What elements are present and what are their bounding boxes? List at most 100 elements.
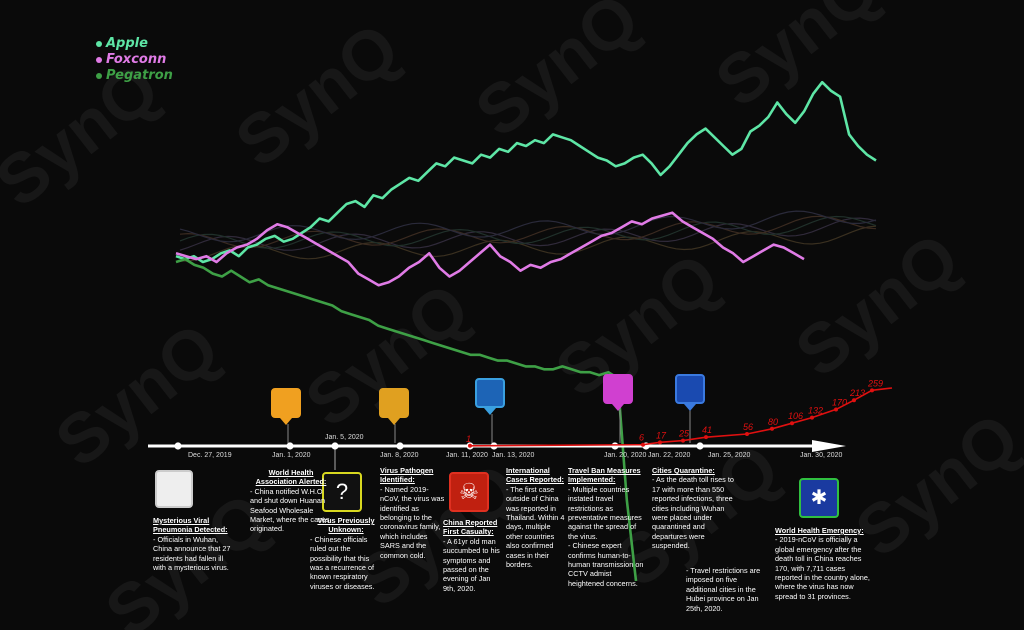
- death-toll-point: [658, 440, 662, 445]
- background-series-line: [179, 225, 877, 262]
- event-title: Travel Ban Measures Implemented:: [568, 466, 641, 485]
- event-pathogen-identified: Virus Pathogen Identified: - Named 2019-…: [380, 466, 446, 560]
- death-toll-label: 6: [639, 433, 644, 443]
- death-toll-point: [790, 421, 794, 426]
- event-international-cases: International Cases Reported: - The firs…: [506, 466, 566, 569]
- event-world-emergency: World Health Emergency: - 2019-nCoV is o…: [775, 526, 873, 601]
- quarantine-icon: [675, 374, 705, 411]
- event-travel-restrictions-extra: - Travel restrictions are imposed on fiv…: [686, 566, 770, 613]
- death-toll-label: 41: [702, 425, 712, 435]
- death-toll-point: [468, 443, 472, 448]
- event-body: - China notified W.H.O and shut down Hua…: [250, 486, 330, 534]
- background-series-line: [179, 215, 877, 249]
- virus-icon: [379, 388, 409, 425]
- event-title: China Reported First Casualty:: [443, 518, 498, 537]
- timeline-tick: [331, 442, 339, 450]
- legend-item-foxconn: Foxconn: [96, 52, 173, 68]
- timeline-date: Jan. 20, 2020: [604, 452, 647, 459]
- event-who-alerted: World Health Association Alerted: - Chin…: [250, 468, 332, 534]
- death-toll-label: 25: [678, 429, 690, 439]
- market-icon: [271, 388, 301, 425]
- event-title: Virus Pathogen Identified:: [380, 466, 434, 485]
- event-body: - Officials in Wuhan, China announce tha…: [153, 534, 231, 573]
- timeline-date: Jan. 25, 2020: [708, 452, 751, 459]
- death-toll-label: 213: [849, 388, 865, 398]
- watermark: SynQ: [221, 8, 413, 182]
- legend-swatch: [96, 57, 102, 63]
- event-title: World Health Association Alerted:: [255, 468, 327, 487]
- death-toll-point: [852, 398, 856, 403]
- legend-swatch: [96, 73, 102, 79]
- death-toll-point: [641, 442, 645, 447]
- travel-ban-icon: [603, 374, 633, 411]
- event-body: - Multiple countries instated travel res…: [568, 484, 644, 588]
- timeline-tick: [286, 442, 294, 450]
- death-toll-point: [834, 407, 838, 412]
- skull-icon: ☠: [449, 472, 489, 512]
- person-icon: [155, 470, 193, 508]
- event-travel-ban: Travel Ban Measures Implemented: - Multi…: [568, 466, 644, 588]
- timeline-date: Jan. 1, 2020: [272, 452, 311, 459]
- timeline-date: Jan. 13, 2020: [492, 452, 535, 459]
- watermark: SynQ: [461, 0, 653, 152]
- timeline-date: Jan. 22, 2020: [648, 452, 691, 459]
- death-toll-point: [810, 415, 814, 420]
- series-line-apple: [175, 80, 877, 264]
- event-title: International Cases Reported:: [506, 466, 564, 485]
- timeline-tick: [696, 442, 704, 450]
- watermark: SynQ: [701, 0, 893, 122]
- death-toll-point: [681, 438, 685, 443]
- legend-label: Foxconn: [106, 52, 167, 67]
- death-toll-point: [770, 426, 774, 431]
- timeline-date: Jan. 30, 2020: [800, 452, 843, 459]
- question-icon: ?: [322, 472, 362, 512]
- legend-swatch: [96, 41, 102, 47]
- timeline-date: Dec. 27, 2019: [188, 452, 232, 459]
- death-toll-label: 259: [867, 378, 883, 388]
- event-title: Virus Previously Unknown:: [317, 516, 375, 535]
- event-body: - Named 2019-nCoV, the virus was identif…: [380, 484, 445, 560]
- death-toll-label: 56: [743, 422, 753, 432]
- event-body: - As the death toll rises to 17 with mor…: [652, 475, 734, 551]
- background-series-line: [179, 215, 877, 249]
- globe-icon: [475, 378, 505, 415]
- chart-legend: Apple Foxconn Pegatron: [96, 36, 173, 84]
- timeline-tick: [611, 442, 619, 450]
- death-toll-point: [870, 388, 874, 393]
- death-toll-point: [745, 431, 749, 436]
- series-line-foxconn: [175, 211, 805, 287]
- event-body: - Travel restrictions are imposed on fiv…: [686, 566, 761, 613]
- event-title: Cities Quarantine:: [652, 466, 715, 475]
- event-virus-unknown: Virus Previously Unknown: - Chinese offi…: [310, 516, 382, 591]
- timeline-date: Jan. 5, 2020: [325, 434, 364, 441]
- death-toll-label: 132: [808, 406, 823, 416]
- death-toll-label: 106: [788, 411, 803, 421]
- timeline-tick: [396, 442, 404, 450]
- legend-label: Pegatron: [106, 68, 173, 83]
- timeline-tick: [816, 442, 824, 450]
- timeline-tick: [174, 442, 182, 450]
- death-toll-label: 80: [768, 417, 778, 427]
- medical-icon: ✱: [799, 478, 839, 518]
- event-body: - Chinese officials ruled out the possib…: [310, 534, 375, 591]
- event-cities-quarantine: Cities Quarantine: - As the death toll r…: [652, 466, 738, 551]
- timeline-date: Jan. 8, 2020: [380, 452, 419, 459]
- event-body: - A 61yr old man succumbed to his sympto…: [443, 536, 500, 593]
- event-first-casualty: China Reported First Casualty: - A 61yr …: [443, 518, 501, 593]
- event-body: - 2019-nCoV is officially a global emerg…: [775, 535, 870, 601]
- legend-item-pegatron: Pegatron: [96, 68, 173, 84]
- death-toll-label: 1: [466, 434, 471, 444]
- death-toll-label: 17: [656, 430, 667, 440]
- series-line-pegatron: [175, 257, 638, 582]
- event-title: Mysterious Viral Pneumonia Detected:: [153, 516, 228, 535]
- death-toll-point: [704, 435, 708, 440]
- death-toll-label: 170: [832, 397, 847, 407]
- background-series-line: [179, 210, 877, 243]
- event-viral-pneumonia: Mysterious Viral Pneumonia Detected: - O…: [153, 516, 235, 572]
- legend-label: Apple: [106, 36, 148, 51]
- event-title: World Health Emergency:: [775, 526, 864, 535]
- event-body: - The first case outside of China was re…: [506, 484, 565, 570]
- timeline-date: Jan. 11, 2020: [446, 452, 488, 459]
- background-series-line: [179, 217, 877, 251]
